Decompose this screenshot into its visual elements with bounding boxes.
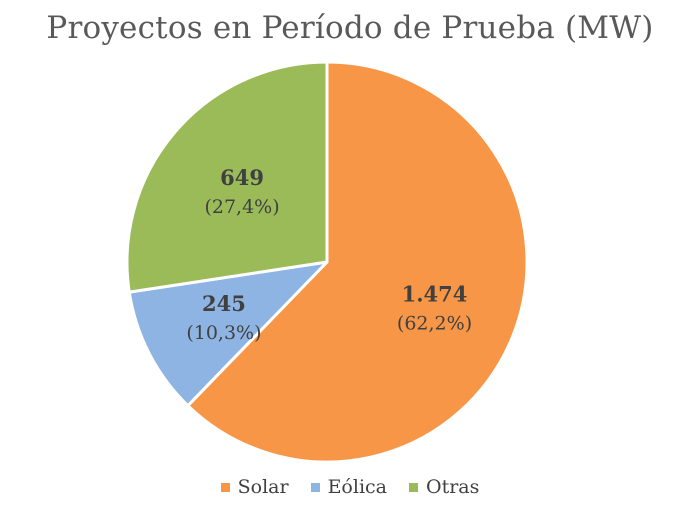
legend-label-solar: Solar: [237, 476, 289, 498]
pie-slice-solar[interactable]: [186, 60, 529, 464]
legend-item-otras[interactable]: Otras: [409, 476, 479, 498]
legend-item-eolica[interactable]: Eólica: [310, 476, 387, 498]
data-label-percent-otras: (27,4%): [204, 196, 279, 218]
legend-swatch-eolica: [310, 482, 320, 492]
legend-item-solar[interactable]: Solar: [220, 476, 289, 498]
pie-slice-otras[interactable]: [125, 60, 329, 294]
data-label-percent-solar: (62,2%): [397, 313, 472, 335]
legend-swatch-otras: [409, 482, 418, 492]
data-label-value-otras: 649: [220, 165, 264, 190]
pie-slice-eolica[interactable]: [127, 260, 329, 408]
chart-title: Proyectos en Período de Prueba (MW): [46, 10, 654, 46]
data-label-value-eolica: 245: [202, 291, 246, 316]
legend: Solar Eólica Otras: [0, 476, 700, 498]
legend-label-eolica: Eólica: [327, 476, 387, 498]
legend-swatch-solar: [220, 482, 230, 492]
data-label-percent-eolica: (10,3%): [186, 322, 261, 344]
data-label-value-solar: 1.474: [402, 282, 468, 307]
legend-label-otras: Otras: [426, 476, 480, 498]
